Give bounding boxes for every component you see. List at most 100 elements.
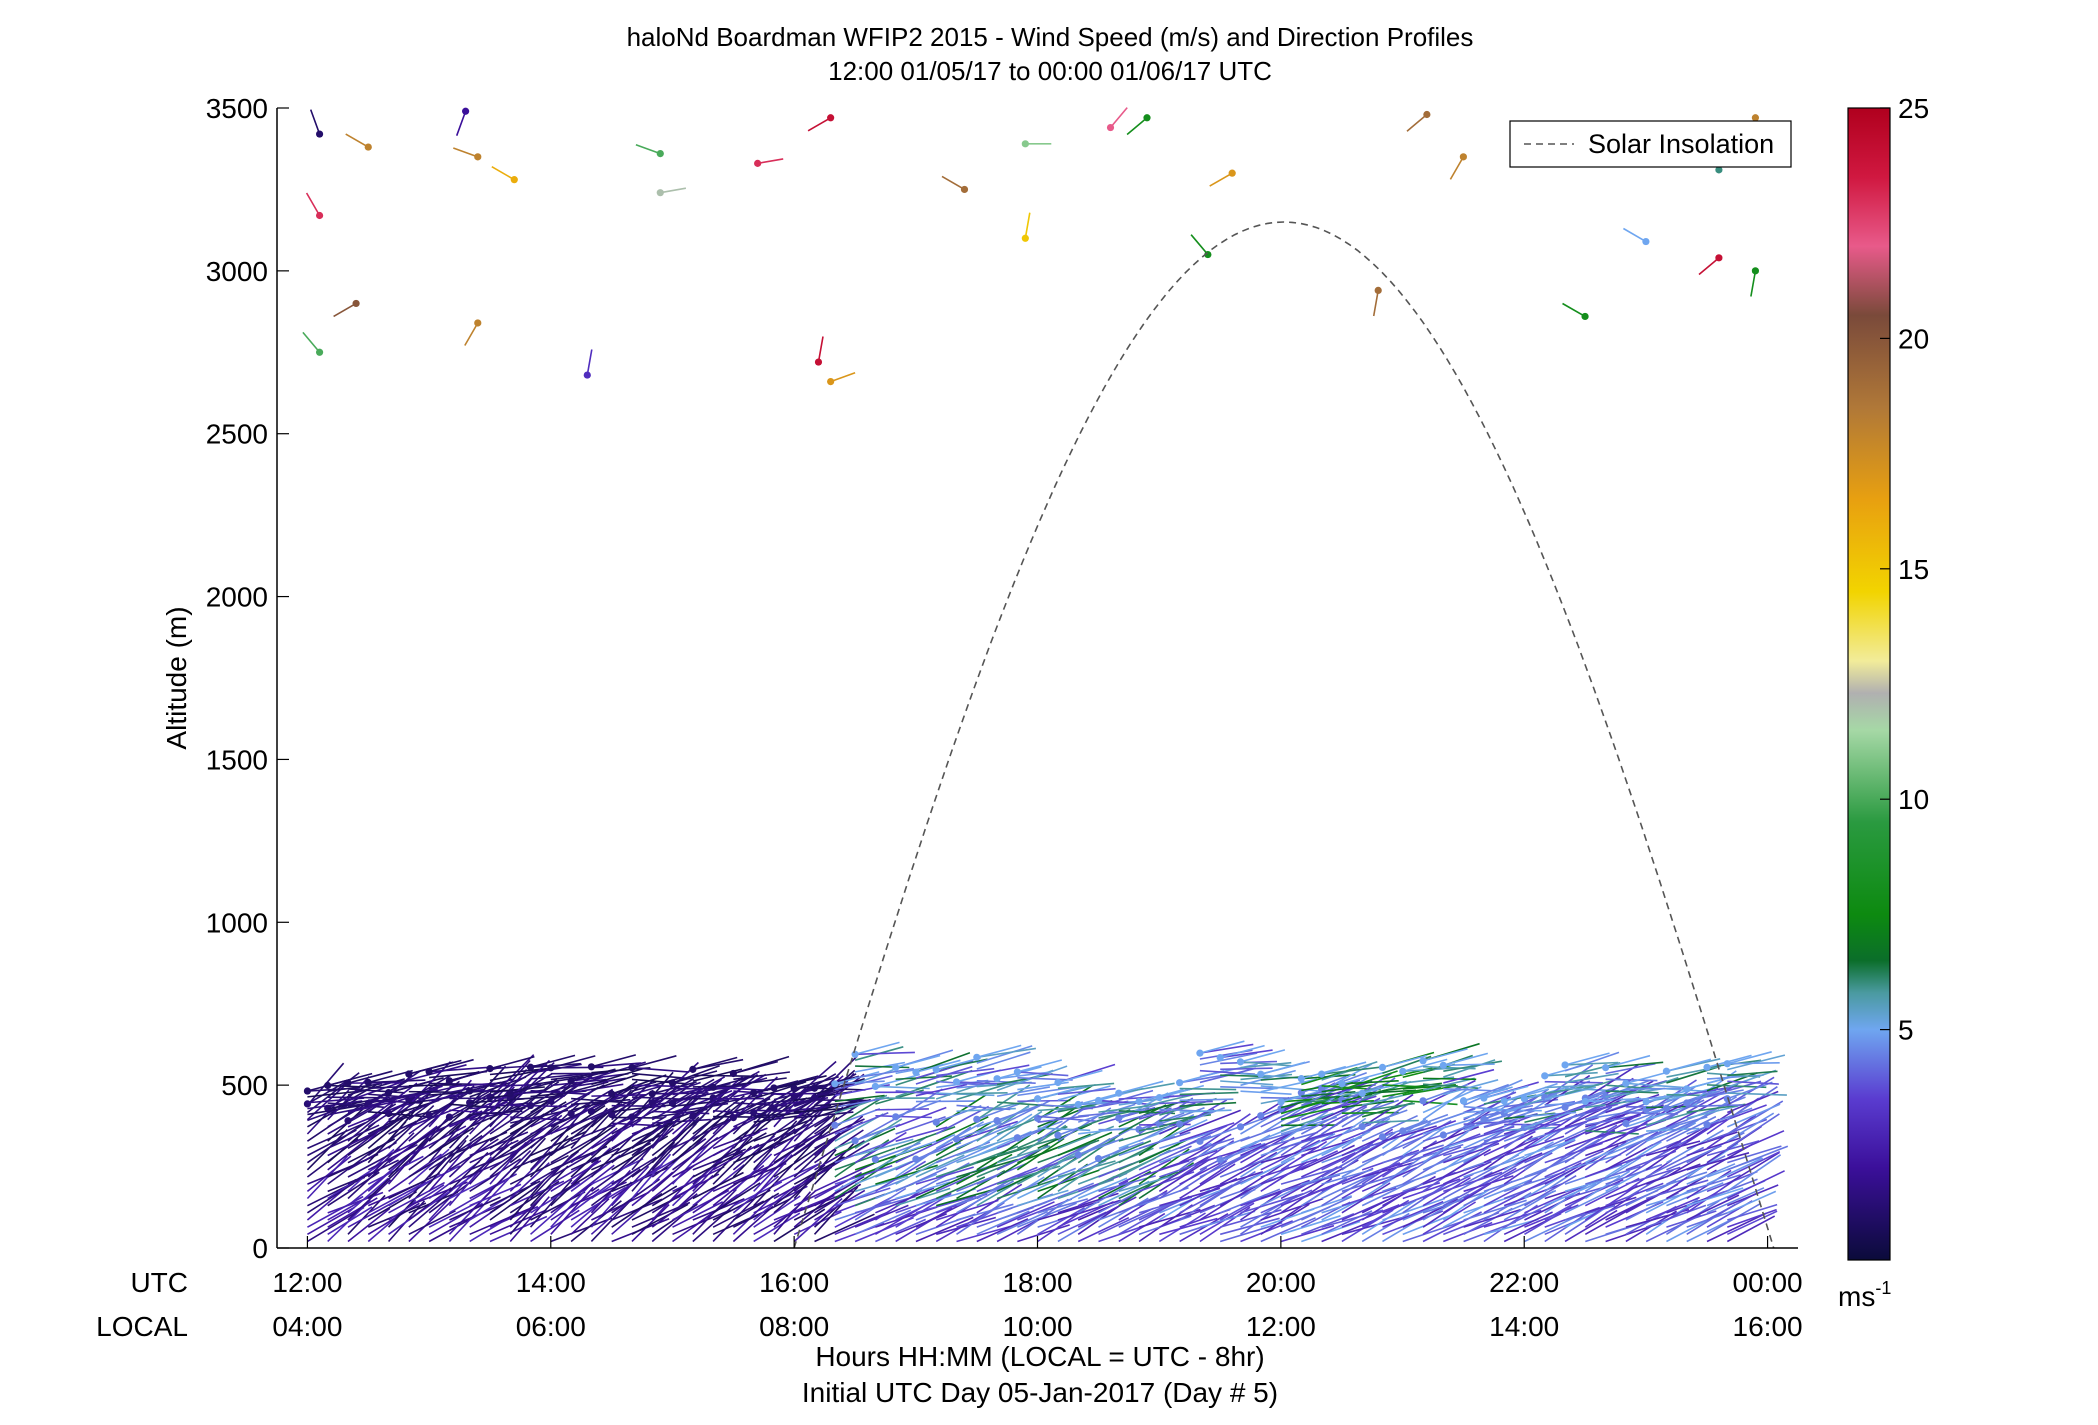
wind-barb: [956, 1083, 1006, 1101]
wind-barb: [1666, 1088, 1719, 1121]
wind-barb: [895, 1167, 947, 1193]
wind-barb: [1199, 1142, 1262, 1164]
wind-barb: [1361, 1080, 1407, 1095]
wind-barb: [1057, 1087, 1116, 1096]
wind-barb: [1382, 1200, 1444, 1228]
wind-barb: [1524, 1139, 1576, 1164]
wind-barb: [611, 1122, 669, 1127]
wind-barb: [408, 1146, 460, 1178]
wind-barb: [956, 1203, 1014, 1221]
wind-barb: [489, 1059, 531, 1106]
wind-barb: [996, 1177, 1060, 1200]
wind-barb: [692, 1074, 751, 1077]
wind-barb: [1686, 1163, 1736, 1185]
wind-barb: [1321, 1146, 1375, 1178]
wind-barb: [1503, 1211, 1553, 1236]
wind-barb: [367, 1153, 411, 1192]
wind-barb: [550, 1217, 613, 1243]
wind-barb: [530, 1181, 581, 1214]
wind-barb: [1138, 1097, 1194, 1135]
wind-barb: [1126, 117, 1148, 136]
wind-barb: [753, 1113, 813, 1123]
wind-barb: [1057, 1160, 1116, 1178]
wind-barb: [712, 1102, 767, 1128]
wind-barb: [1199, 1151, 1251, 1178]
wind-barb: [1219, 1221, 1283, 1243]
wind-barb: [976, 1051, 1031, 1070]
wind-barb: [1057, 1082, 1115, 1090]
wind-barb: [631, 1055, 677, 1069]
wind-barb-dot: [1094, 1155, 1103, 1163]
wind-barb: [1645, 1196, 1700, 1221]
wind-barb: [1622, 227, 1647, 243]
wind-barb: [1402, 1084, 1458, 1096]
wind-barb: [1666, 1109, 1720, 1135]
wind-barb: [327, 1206, 373, 1236]
wind-barb: [1280, 1112, 1334, 1132]
wind-barb: [895, 1187, 951, 1207]
wind-barb: [388, 1181, 445, 1214]
wind-barb: [753, 1111, 807, 1118]
wind-barb: [814, 1073, 865, 1114]
wind-barb: [1341, 1070, 1398, 1091]
wind-barb: [1017, 1189, 1069, 1207]
wind-barb: [327, 1084, 382, 1089]
wind-barb: [875, 1164, 938, 1185]
wind-barb: [1240, 1133, 1292, 1164]
wind-barb: [1240, 1061, 1292, 1067]
wind-barb-dot: [547, 1097, 555, 1105]
wind-barb: [1402, 1146, 1462, 1171]
wind-barb: [448, 1151, 489, 1192]
wind-barb-dot: [583, 371, 591, 379]
wind-barb: [895, 1099, 942, 1118]
chart-subtitle: 12:00 01/05/17 to 00:00 01/06/17 UTC: [828, 56, 1272, 86]
wind-barb: [1199, 1135, 1250, 1157]
wind-barb: [1037, 1198, 1089, 1214]
wind-barb: [692, 1200, 740, 1243]
wind-barb: [1726, 1154, 1782, 1192]
wind-barb-dot: [1013, 1068, 1021, 1076]
wind-barb: [1585, 1108, 1644, 1120]
wind-barb: [1645, 1163, 1701, 1185]
wind-barb: [1503, 1128, 1561, 1164]
wind-barb: [489, 1077, 534, 1128]
wind-barb: [1341, 1216, 1405, 1236]
wind-barb-dot: [1338, 1080, 1346, 1088]
wind-barb: [1503, 1141, 1554, 1171]
wind-barb: [388, 1172, 441, 1200]
wind-barb: [550, 1081, 609, 1098]
wind-barb: [1179, 1109, 1232, 1113]
wind-barb: [692, 1100, 744, 1142]
wind-barb: [509, 1077, 558, 1121]
wind-barb: [1209, 172, 1233, 187]
wind-barb: [1199, 1113, 1251, 1149]
wind-barb: [570, 1147, 620, 1171]
wind-barb-dot: [932, 1118, 940, 1126]
wind-barb: [712, 1200, 765, 1228]
wind-barb: [1727, 1184, 1779, 1207]
wind-barb: [1422, 1201, 1477, 1236]
wind-barb: [1423, 1077, 1477, 1081]
wind-barb-dot: [1236, 1058, 1245, 1066]
wind-barb: [489, 1129, 542, 1164]
wind-barb: [1118, 1212, 1166, 1243]
wind-barb: [550, 1167, 603, 1200]
wind-barb: [550, 1055, 596, 1069]
wind-barb: [509, 1179, 546, 1221]
wind-barb: [1341, 1204, 1400, 1228]
wind-barb-dot: [315, 130, 324, 138]
wind-barb: [550, 1186, 594, 1235]
wind-barb: [570, 1186, 627, 1221]
wind-barb-dot: [1561, 1061, 1569, 1069]
wind-barb: [773, 1075, 819, 1089]
local-row-label: LOCAL: [96, 1311, 188, 1342]
wind-barb: [793, 1088, 844, 1108]
wind-barb-dot: [1723, 1095, 1731, 1103]
x-tick-label-utc: 16:00: [759, 1267, 829, 1298]
wind-barb: [1179, 1122, 1235, 1142]
wind-barb-dot: [445, 1113, 454, 1121]
wind-barb-dot: [1074, 1100, 1082, 1109]
wind-barb: [794, 1076, 839, 1090]
wind-barb-dot: [1399, 1127, 1407, 1135]
wind-barb: [1159, 1084, 1205, 1099]
